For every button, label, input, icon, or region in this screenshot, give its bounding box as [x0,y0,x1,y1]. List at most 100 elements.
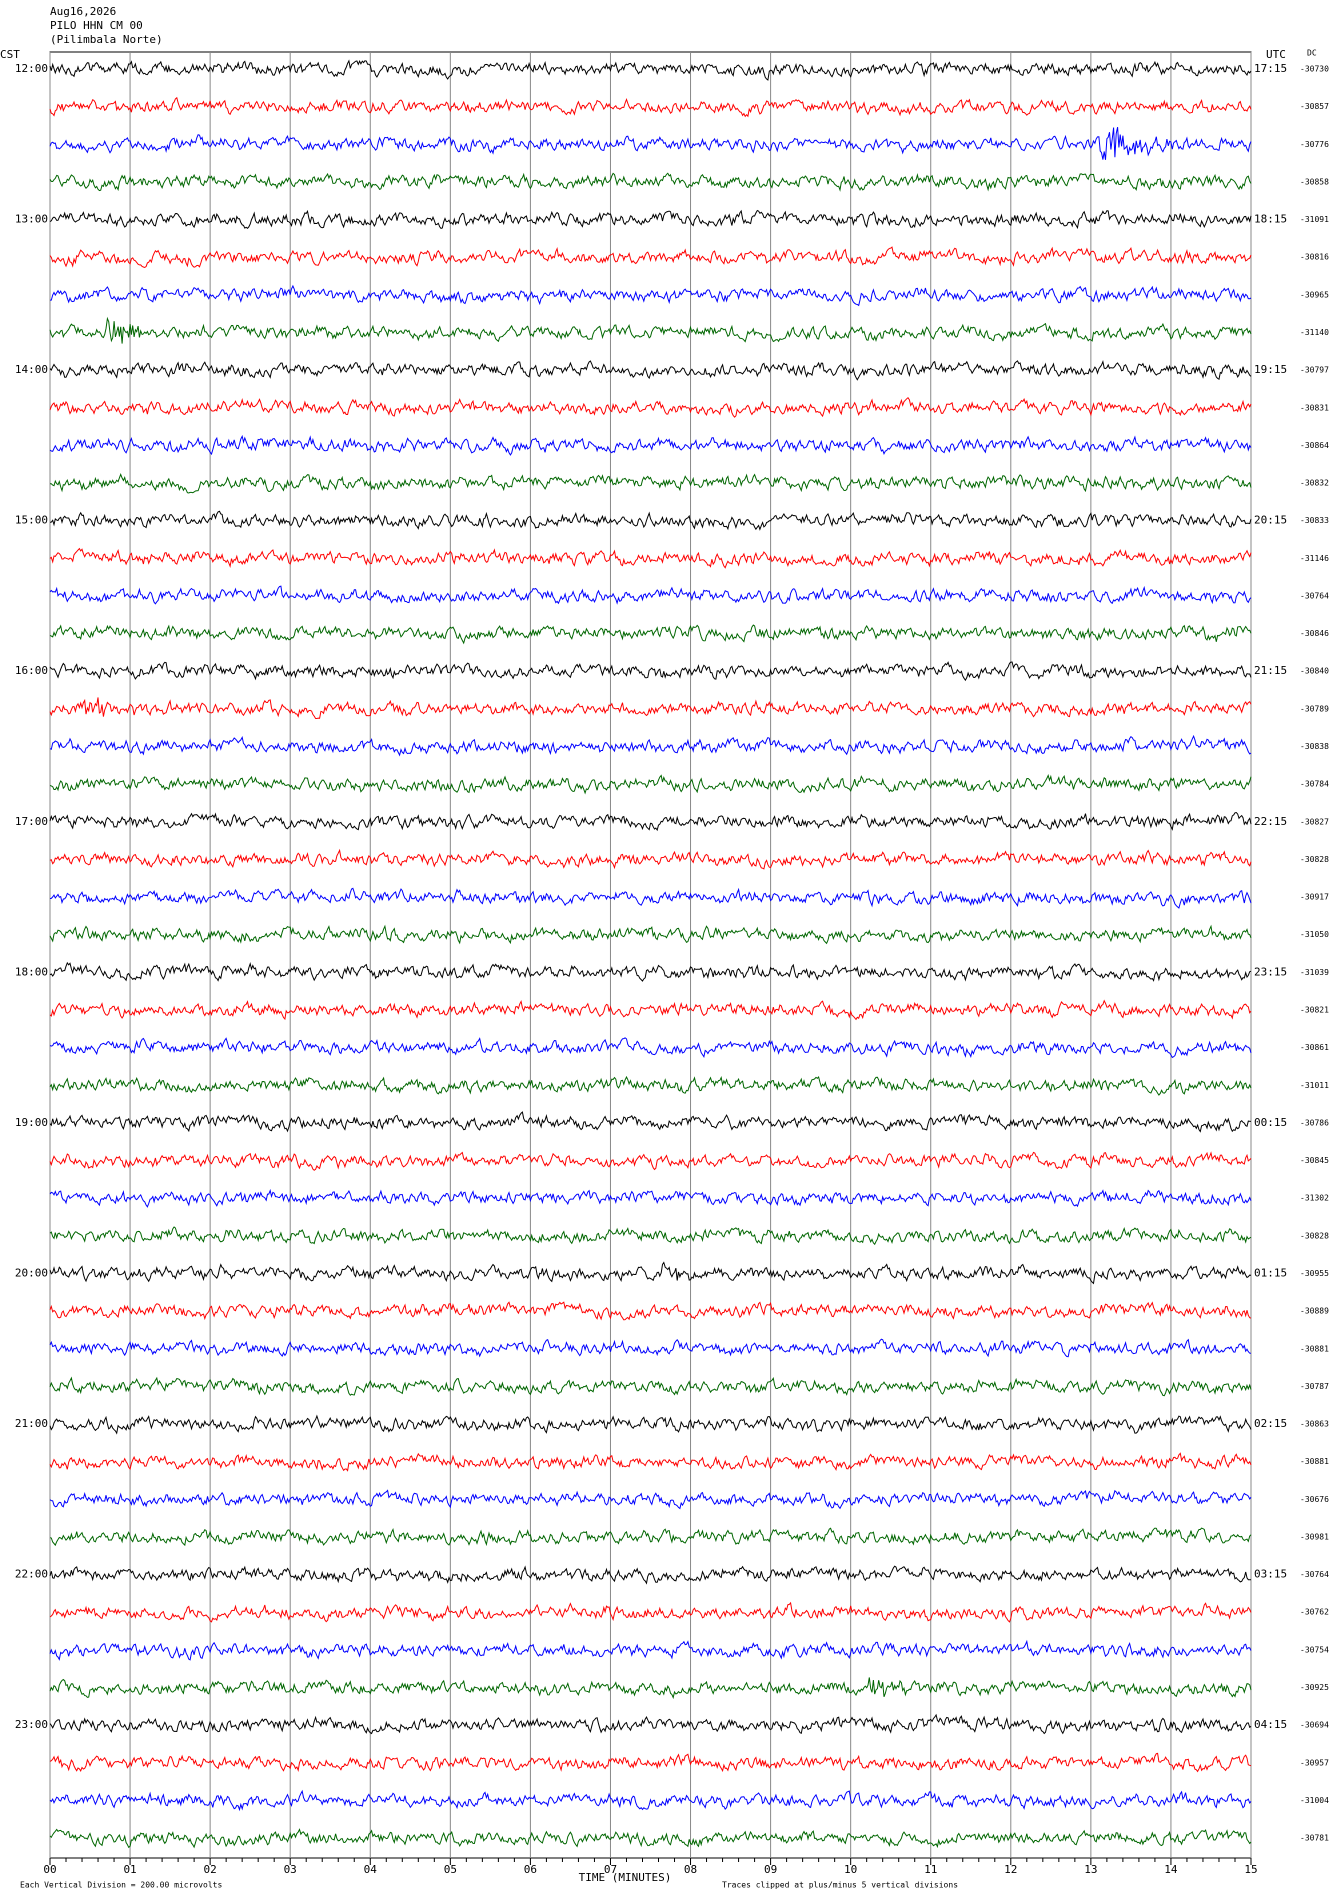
trace [49,1677,1252,1700]
dc-value: -30840 [1300,667,1329,676]
dc-value: -30917 [1300,893,1329,902]
trace [49,1414,1252,1435]
dc-value: -30821 [1300,1006,1329,1015]
dc-value: -30833 [1300,516,1329,525]
trace [49,1151,1252,1171]
dc-value: -30786 [1300,1118,1329,1127]
trace [49,1376,1252,1397]
dc-value: -31302 [1300,1194,1329,1203]
trace [49,547,1252,569]
trace [49,510,1252,531]
trace [49,774,1252,795]
cst-time: 15:00 [15,514,48,527]
x-tick-label: 02 [204,1863,217,1876]
dc-value: -30816 [1300,253,1329,262]
trace [49,1188,1252,1208]
trace [49,359,1252,381]
dc-value: -30858 [1300,177,1329,186]
dc-value: -30981 [1300,1532,1329,1541]
dc-value: -30881 [1300,1457,1329,1466]
footer-right: Traces clipped at plus/minus 5 vertical … [722,1881,958,1890]
utc-time: 19:15 [1254,363,1287,376]
dc-value: -30784 [1300,780,1329,789]
dc-value: -30764 [1300,591,1329,600]
trace [49,887,1252,909]
dc-value: -31004 [1300,1796,1329,1805]
trace [49,1452,1252,1472]
trace [49,172,1252,192]
left-zone: CST [0,48,20,61]
footer-left: Each Vertical Division = 200.00 microvol… [20,1881,222,1890]
dc-label: DC [1307,49,1317,58]
dc-value: -30955 [1300,1269,1329,1278]
x-tick-label: 12 [1004,1863,1017,1876]
trace [49,1226,1252,1246]
dc-value: -30925 [1300,1683,1329,1692]
trace [49,316,1252,344]
dc-value: -30828 [1300,855,1329,864]
trace [49,1601,1252,1623]
x-tick-label: 00 [43,1863,56,1876]
trace [50,284,1252,307]
cst-time: 16:00 [15,664,48,677]
utc-time: 01:15 [1254,1266,1287,1279]
utc-time: 18:15 [1254,213,1287,226]
trace [49,1111,1252,1133]
trace [49,661,1252,682]
dc-value: -30764 [1300,1570,1329,1579]
dc-value: -30789 [1300,704,1329,713]
x-tick-label: 05 [444,1863,457,1876]
dc-value: -30831 [1300,403,1329,412]
trace [49,1828,1252,1849]
trace [49,396,1252,418]
trace [49,1565,1252,1585]
x-tick-label: 01 [123,1863,136,1876]
x-tick-label: 03 [284,1863,297,1876]
trace [49,1789,1252,1812]
trace [49,246,1252,269]
dc-value: -31140 [1300,328,1329,337]
cst-time: 23:00 [15,1718,48,1731]
trace [49,811,1252,832]
dc-value: -30754 [1300,1645,1329,1654]
dc-value: -30965 [1300,290,1329,299]
trace [49,126,1252,160]
dc-value: -30828 [1300,1231,1329,1240]
trace [49,1527,1252,1547]
utc-time: 00:15 [1254,1116,1287,1129]
utc-time: 22:15 [1254,815,1287,828]
utc-time: 21:15 [1254,664,1287,677]
trace [49,1338,1252,1358]
trace [49,999,1252,1021]
trace [49,734,1252,757]
x-axis-label: TIME (MINUTES) [579,1871,672,1884]
trace [49,848,1252,870]
dc-value: -30881 [1300,1344,1329,1353]
cst-time: 21:00 [15,1417,48,1430]
dc-value: -30845 [1300,1156,1329,1165]
dc-value: -30838 [1300,742,1329,751]
dc-value: -31146 [1300,554,1329,563]
trace [49,1752,1252,1773]
date: Aug16,2026 [50,5,116,18]
utc-time: 17:15 [1254,62,1287,75]
x-tick-label: 04 [364,1863,378,1876]
dc-value: -30864 [1300,441,1329,450]
cst-time: 14:00 [15,363,48,376]
x-tick-label: 07 [604,1863,617,1876]
x-tick-label: 13 [1084,1863,1097,1876]
x-tick-label: 14 [1164,1863,1178,1876]
trace [49,96,1252,118]
x-tick-label: 08 [684,1863,697,1876]
dc-value: -30957 [1300,1758,1329,1767]
trace [49,697,1252,719]
dc-value: -30863 [1300,1420,1329,1429]
dc-value: -30827 [1300,817,1329,826]
trace [50,472,1252,494]
trace [49,585,1252,605]
dc-value: -30846 [1300,629,1329,638]
trace [49,1261,1252,1285]
trace [49,1489,1252,1510]
dc-value: -31011 [1300,1081,1329,1090]
utc-time: 03:15 [1254,1568,1287,1581]
